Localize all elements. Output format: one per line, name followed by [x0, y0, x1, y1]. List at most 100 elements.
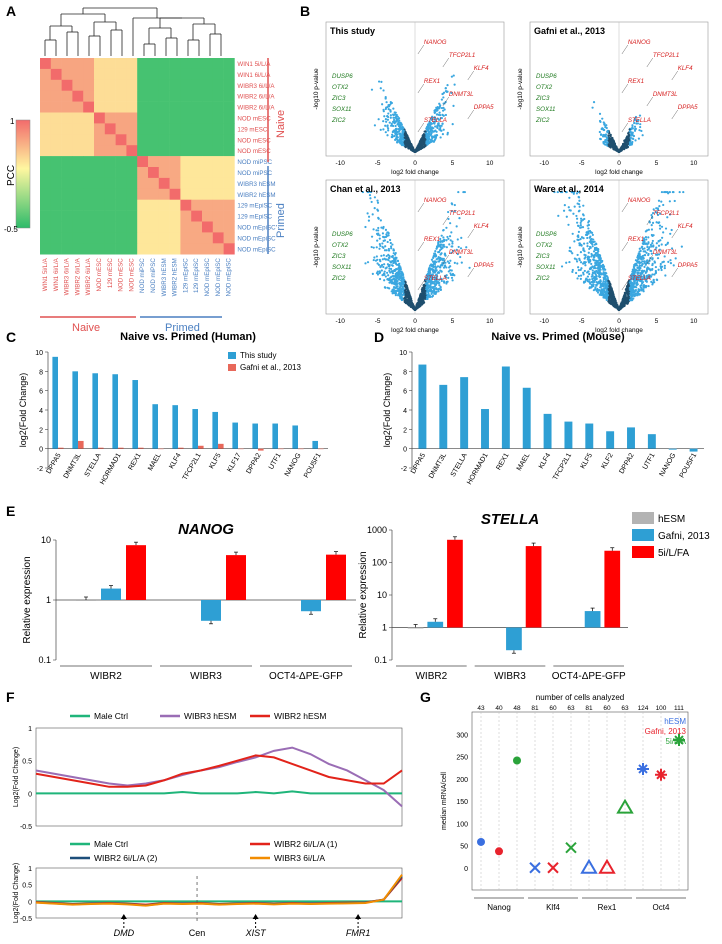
- volcano-point: [629, 143, 632, 146]
- volcano-point: [612, 302, 615, 305]
- volcano-point: [581, 213, 585, 216]
- heatmap-row-label: WIBR2 hESM: [237, 192, 275, 199]
- panel-b-letter: B: [300, 3, 310, 19]
- volcano-point: [421, 143, 424, 146]
- volcano-point: [583, 217, 586, 221]
- volcano-point: [647, 267, 650, 270]
- volcano-point: [646, 243, 649, 246]
- volcano-point: [372, 228, 375, 231]
- heatmap-cell: [83, 188, 95, 200]
- volcano-point: [568, 246, 572, 249]
- volcano-point: [592, 101, 596, 104]
- volcano-point: [391, 124, 395, 128]
- volcano-point: [668, 200, 671, 203]
- y-tick-label: 8: [403, 369, 407, 376]
- heatmap-cell: [50, 243, 62, 255]
- heatmap-column-label: NOD mESC: [96, 258, 103, 292]
- volcano-point: [603, 275, 607, 278]
- volcano-point: [576, 235, 579, 238]
- volcano-gene-label-red: REX1: [424, 236, 440, 243]
- volcano-point: [572, 212, 575, 215]
- bar: [506, 627, 522, 651]
- volcano-point: [633, 129, 637, 132]
- volcano-point: [452, 74, 455, 77]
- volcano-point: [382, 120, 385, 123]
- heatmap-cell: [158, 232, 170, 244]
- marker-label: FMR1: [346, 928, 371, 938]
- chart-frame: [35, 727, 403, 827]
- volcano-point: [588, 281, 591, 284]
- heatmap-cell: [191, 221, 203, 233]
- volcano-point: [395, 127, 398, 130]
- heatmap-cell: [169, 210, 181, 222]
- volcano-gene-pointer: [467, 70, 474, 81]
- volcano-point: [389, 116, 392, 119]
- volcano-point: [638, 250, 641, 253]
- heatmap-cell: [94, 145, 106, 157]
- volcano-point: [643, 242, 647, 245]
- volcano-point: [449, 239, 452, 242]
- heatmap-cell: [169, 145, 181, 157]
- volcano-point: [586, 275, 589, 278]
- volcano-point: [427, 284, 430, 287]
- volcano-point: [404, 296, 408, 299]
- volcano-point: [606, 129, 609, 132]
- volcano-point: [438, 102, 441, 105]
- volcano-point: [411, 304, 414, 307]
- bar: [460, 377, 469, 449]
- volcano-point: [410, 148, 413, 151]
- volcano-point: [586, 245, 589, 248]
- heatmap-cell: [180, 177, 192, 190]
- heatmap-cell: [202, 112, 214, 124]
- volcano-point: [575, 258, 578, 261]
- volcano-gene-pointer: [417, 122, 425, 133]
- volcano-gene-label-red: STELLA: [424, 117, 447, 124]
- volcano-point: [427, 130, 430, 133]
- volcano-point: [605, 298, 608, 302]
- volcano-point: [669, 262, 673, 265]
- volcano-point: [584, 264, 587, 267]
- volcano-point: [609, 144, 613, 147]
- heatmap-cell: [148, 112, 160, 124]
- volcano-gene-label-red: DPPA5: [678, 104, 698, 111]
- heatmap-cell: [212, 177, 224, 190]
- volcano-point: [595, 263, 598, 267]
- y-tick-label: 0: [403, 447, 407, 454]
- volcano-point: [383, 279, 386, 282]
- heatmap-cell: [223, 221, 235, 233]
- volcano-point: [672, 264, 675, 267]
- volcano-point: [582, 204, 585, 207]
- bar: [152, 404, 158, 449]
- volcano-point: [368, 193, 372, 197]
- primed-label-bottom: Primed: [165, 322, 200, 334]
- volcano-point: [608, 285, 611, 288]
- volcano-point: [646, 259, 649, 262]
- volcano-point: [400, 126, 403, 129]
- volcano-point: [394, 113, 397, 116]
- volcano-gene-pointer: [646, 215, 653, 226]
- heatmap-cell: [191, 243, 203, 255]
- volcano-point: [651, 239, 654, 243]
- heatmap-cell: [212, 188, 224, 200]
- heatmap-cell: [158, 156, 170, 168]
- volcano-x-tick: 5: [655, 318, 659, 325]
- heatmap-cell: [148, 123, 160, 135]
- heatmap-cell: [202, 221, 214, 233]
- volcano-point: [616, 306, 619, 309]
- volcano-gene-label-red: REX1: [628, 236, 644, 243]
- y-tick-label: 10: [377, 590, 387, 600]
- heatmap-cell: [83, 58, 95, 70]
- heatmap-cell: [72, 134, 84, 146]
- volcano-point: [604, 271, 607, 274]
- volcano-point: [607, 296, 611, 299]
- volcano-point: [376, 258, 379, 261]
- volcano-point: [440, 252, 443, 255]
- heatmap-cell: [137, 243, 149, 255]
- heatmap-cell: [72, 123, 84, 135]
- x-tick-label: TFCP2L1: [182, 452, 203, 482]
- heatmap-cell: [50, 58, 62, 70]
- heatmap-cell: [191, 134, 203, 146]
- volcano-gene-pointer: [671, 267, 678, 278]
- volcano-point: [435, 290, 438, 294]
